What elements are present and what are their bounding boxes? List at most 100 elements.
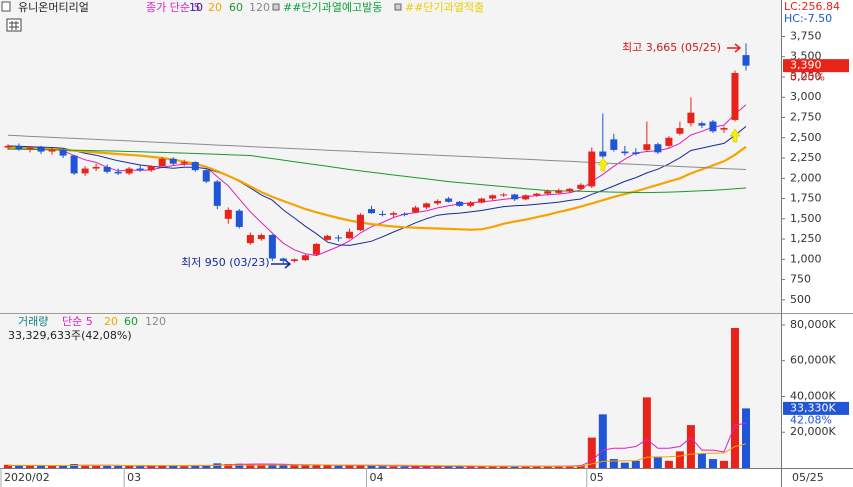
legend-entry: 120 xyxy=(249,1,270,14)
candle-body xyxy=(301,255,309,261)
volume-bar xyxy=(114,466,123,468)
grid-icon[interactable] xyxy=(6,18,22,32)
volume-bar xyxy=(642,397,651,468)
volume-bar xyxy=(169,465,178,468)
volume-bar xyxy=(191,465,200,468)
volume-bar xyxy=(554,465,563,468)
volume-bar xyxy=(301,465,310,468)
candle-body xyxy=(709,121,717,132)
volume-bar xyxy=(81,465,90,468)
y-tick-label: 1,000 xyxy=(790,252,822,265)
volume-bar xyxy=(609,459,618,468)
candle-body xyxy=(367,209,375,214)
volume-bar xyxy=(510,466,519,468)
volume-bar xyxy=(697,453,706,468)
volume-bar xyxy=(103,465,112,468)
volume-bar xyxy=(675,451,684,468)
candle-body xyxy=(720,128,728,130)
high-arrow xyxy=(727,43,742,53)
volume-bar xyxy=(15,465,24,468)
chart-icon[interactable] xyxy=(1,1,11,12)
grid-icon-lines xyxy=(9,21,19,30)
candle-body xyxy=(246,235,254,244)
volume-bar xyxy=(719,460,728,468)
volume-bar xyxy=(257,464,266,468)
volume-bar xyxy=(147,466,156,468)
candle-body xyxy=(687,112,695,124)
x-tick-label: 03 xyxy=(127,471,141,484)
candle-body xyxy=(643,144,651,150)
x-tick-label: 05 xyxy=(590,471,604,484)
volume-bar xyxy=(598,414,607,468)
low-arrow xyxy=(271,259,292,269)
volume-bar xyxy=(521,466,530,468)
volume-bar xyxy=(70,464,79,468)
y-tick-label: 2,000 xyxy=(790,171,822,184)
volume-bar xyxy=(356,464,365,468)
candle-body xyxy=(48,149,56,152)
volume-bar xyxy=(466,466,475,468)
volume-bar xyxy=(246,464,255,468)
ma-line xyxy=(7,126,747,246)
legend-entry: 20 xyxy=(208,1,222,14)
candle-body xyxy=(390,213,398,215)
candle-body xyxy=(588,151,596,187)
volume-bar xyxy=(488,466,497,468)
signal-arrow xyxy=(597,157,609,172)
volume-bar xyxy=(367,465,376,468)
volume-bar xyxy=(411,466,420,468)
candle-body xyxy=(92,166,100,169)
ma-line xyxy=(7,145,747,231)
candle-body xyxy=(268,235,276,259)
volume-bar xyxy=(532,466,541,468)
signal-box xyxy=(272,3,280,11)
candle-body xyxy=(456,201,464,206)
candle-body xyxy=(511,194,519,200)
candle-body xyxy=(665,137,673,146)
signal-label: ##단기과열예고발동 xyxy=(283,1,382,14)
volume-bar xyxy=(235,463,244,468)
y-tick-label: 3,000 xyxy=(790,90,822,103)
volume-bar xyxy=(433,466,442,468)
candle-body xyxy=(742,55,750,66)
plot-background xyxy=(0,0,781,468)
candle-body xyxy=(401,213,409,215)
candle-body xyxy=(445,198,453,202)
legend-entry: 단순 5 xyxy=(62,315,93,328)
legend-entry: 60 xyxy=(124,315,138,328)
candle-body xyxy=(676,128,684,134)
volume-summary: 33,329,633주(42,08%) xyxy=(8,329,132,342)
legend-entry: 10 xyxy=(189,1,203,14)
candle-body xyxy=(654,144,662,153)
y-tick-label: 1,250 xyxy=(790,232,822,245)
y-tick-label: 2,750 xyxy=(790,111,822,124)
change-label: 0.00% xyxy=(790,71,825,84)
ma-line xyxy=(7,148,747,194)
candle-body xyxy=(621,151,629,154)
volume-bar xyxy=(742,408,750,468)
legend-entry: 60 xyxy=(229,1,243,14)
volume-bar xyxy=(323,465,332,468)
price-tag-label: 3,390 xyxy=(790,59,822,72)
volume-bar xyxy=(620,462,629,468)
volume-bar xyxy=(543,466,552,468)
candle-body xyxy=(15,145,23,150)
candle-body xyxy=(81,168,89,174)
candle-body xyxy=(191,162,199,171)
candle-body xyxy=(290,259,298,261)
candle-body xyxy=(467,202,475,206)
candle-body xyxy=(731,72,739,120)
y-tick-label: 750 xyxy=(790,273,811,286)
candle-body xyxy=(356,214,364,231)
volume-bar xyxy=(444,466,453,468)
candle-body xyxy=(202,170,210,182)
volume-bar xyxy=(345,465,354,468)
volume-bar xyxy=(587,437,596,468)
signal-label: ##단기과열적출 xyxy=(405,1,484,14)
candle-body xyxy=(334,237,342,239)
candle-body xyxy=(59,149,67,156)
candle-body xyxy=(224,209,232,219)
volume-bar xyxy=(499,466,508,468)
y-tick-label: 60,000K xyxy=(790,354,836,367)
candle-body xyxy=(423,203,431,208)
